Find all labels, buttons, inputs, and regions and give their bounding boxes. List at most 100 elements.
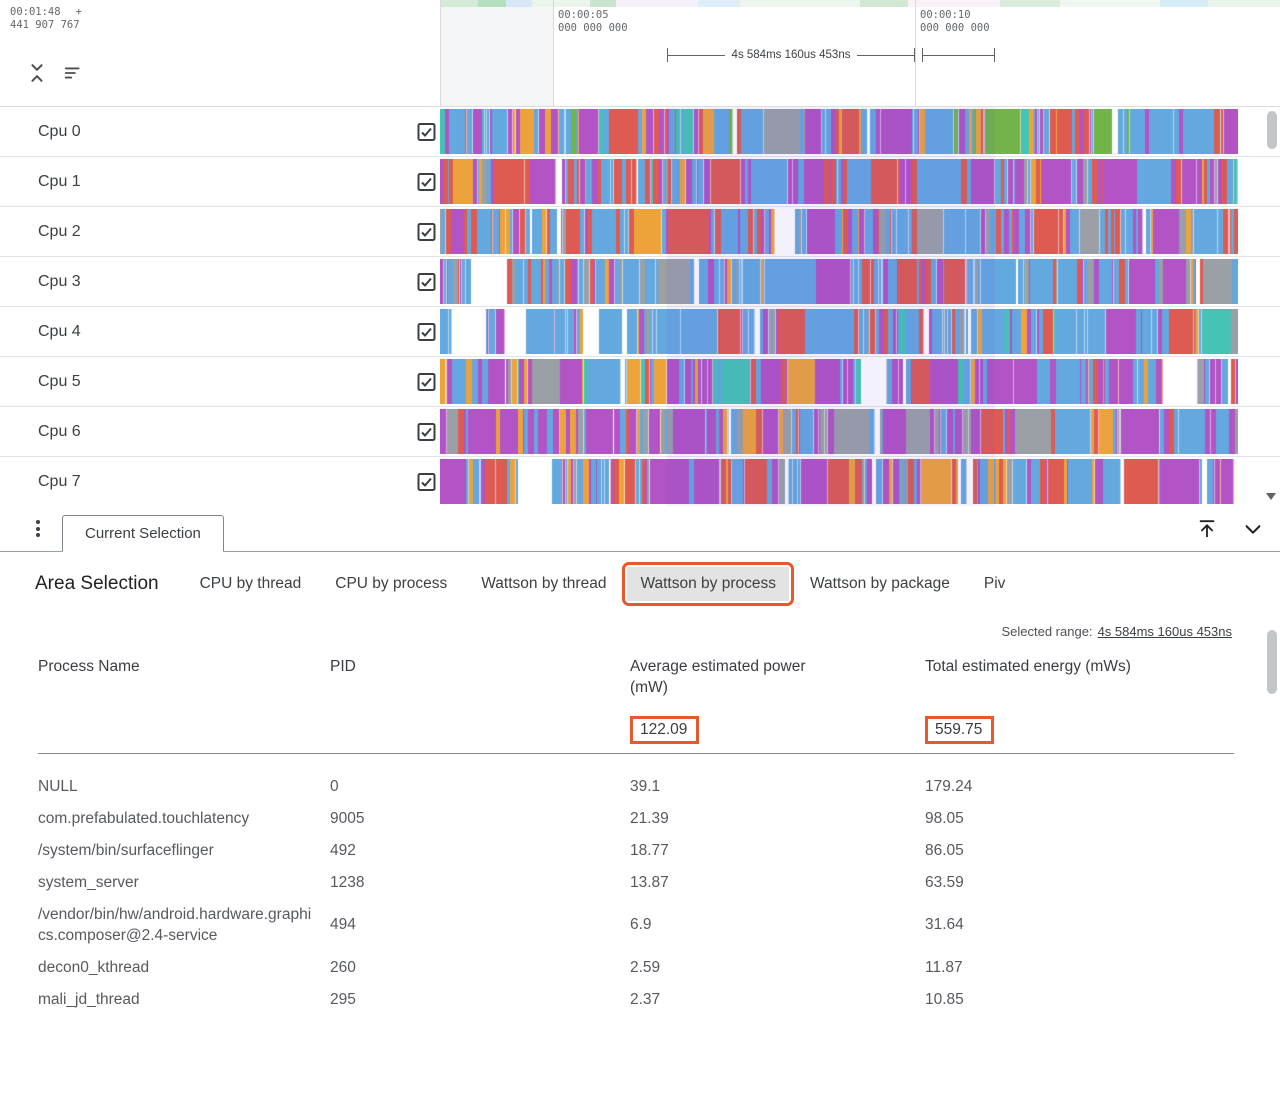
tab-piv[interactable]: Piv xyxy=(983,575,1006,592)
track-timeline-canvas[interactable] xyxy=(440,409,1238,454)
table-scrollbar-thumb[interactable] xyxy=(1267,630,1277,694)
panel-menu-icon[interactable] xyxy=(36,518,40,540)
track-timeline-canvas[interactable] xyxy=(440,309,1238,354)
avg-power-cell: 21.39 xyxy=(630,809,669,827)
track-timeline-canvas[interactable] xyxy=(440,109,1238,154)
total-energy-value: 559.75 xyxy=(925,716,995,744)
pid-cell: 9005 xyxy=(330,809,365,827)
tab-cpu-by-thread[interactable]: CPU by thread xyxy=(199,575,302,592)
tracks-scrollbar-thumb[interactable] xyxy=(1267,111,1277,149)
process-name-cell: mali_jd_thread xyxy=(38,990,140,1008)
track-name-label: Cpu 5 xyxy=(38,372,81,390)
track-checkbox-icon[interactable] xyxy=(417,172,436,191)
track-checkbox-icon[interactable] xyxy=(417,272,436,291)
table-row[interactable]: mali_jd_thread 295 2.37 10.85 xyxy=(38,983,1234,1015)
ruler-tick-label: 00:00:05 000 000 000 xyxy=(558,9,628,34)
table-row[interactable]: system_server 1238 13.87 63.59 xyxy=(38,866,1234,898)
process-name-cell: decon0_kthread xyxy=(38,958,150,976)
collapse-tracks-icon[interactable] xyxy=(26,62,48,84)
track-row-cpu-5: Cpu 5 xyxy=(0,357,1280,407)
track-timeline-canvas[interactable] xyxy=(440,259,1238,304)
track-row-cpu-2: Cpu 2 xyxy=(0,207,1280,257)
track-row-cpu-4: Cpu 4 xyxy=(0,307,1280,357)
track-name-label: Cpu 3 xyxy=(38,272,81,290)
viewport-timestamp: 00:01:48 + 441 907 767 xyxy=(10,6,82,31)
track-checkbox-icon[interactable] xyxy=(417,222,436,241)
avg-power-cell: 6.9 xyxy=(630,916,652,933)
track-timeline-canvas[interactable] xyxy=(440,159,1238,204)
sort-tracks-icon[interactable] xyxy=(63,62,85,84)
col-header-pid: PID xyxy=(330,658,356,675)
pid-cell: 295 xyxy=(330,990,356,1008)
pid-cell: 492 xyxy=(330,841,356,859)
process-name-cell: /vendor/bin/hw/android.hardware.graphics… xyxy=(38,905,312,944)
collapse-panel-icon[interactable] xyxy=(1242,518,1264,540)
total-energy-cell: 86.05 xyxy=(925,841,964,859)
tab-wattson-by-process[interactable]: Wattson by process xyxy=(622,562,794,606)
selection-duration-label: 4s 584ms 160us 453ns xyxy=(731,49,851,61)
table-header-row: Process Name PID Average estimated power… xyxy=(38,656,1234,698)
track-checkbox-icon[interactable] xyxy=(417,422,436,441)
track-row-cpu-0: Cpu 0 xyxy=(0,107,1280,157)
track-name-label: Cpu 7 xyxy=(38,472,81,490)
track-name-label: Cpu 2 xyxy=(38,222,81,240)
table-totals-row: 122.09 559.75 xyxy=(38,716,1234,744)
avg-power-cell: 39.1 xyxy=(630,777,661,795)
table-row[interactable]: decon0_kthread 260 2.59 11.87 xyxy=(38,951,1234,983)
scroll-down-arrow-icon[interactable] xyxy=(1266,493,1276,500)
avg-power-cell: 2.59 xyxy=(630,958,661,976)
ruler-tick-label: 00:00:10 000 000 000 xyxy=(920,9,990,34)
total-energy-cell: 98.05 xyxy=(925,809,964,827)
track-checkbox-icon[interactable] xyxy=(417,372,436,391)
pid-cell: 0 xyxy=(330,777,339,795)
ruler-gridline xyxy=(440,0,441,106)
track-checkbox-icon[interactable] xyxy=(417,122,436,141)
track-timeline-canvas[interactable] xyxy=(440,209,1238,254)
track-checkbox-icon[interactable] xyxy=(417,322,436,341)
track-row-cpu-1: Cpu 1 xyxy=(0,157,1280,207)
ruler-shaded-band xyxy=(441,7,553,106)
selected-range: Selected range: 4s 584ms 160us 453ns xyxy=(1001,624,1232,639)
tab-current-selection[interactable]: Current Selection xyxy=(62,515,224,552)
total-energy-cell: 11.87 xyxy=(925,958,963,976)
col-header-avg-power: Average estimated power (mW) xyxy=(630,658,806,696)
table-row[interactable]: NULL 0 39.1 179.24 xyxy=(38,770,1234,802)
detail-tab-bar: Area Selection CPU by thread CPU by proc… xyxy=(0,552,1280,616)
process-name-cell: NULL xyxy=(38,777,78,795)
track-toolbar xyxy=(26,62,85,84)
col-header-process-name: Process Name xyxy=(38,658,140,675)
panel-controls xyxy=(1196,518,1264,540)
ruler-gridline xyxy=(553,0,554,106)
tab-wattson-by-thread[interactable]: Wattson by thread xyxy=(481,575,607,592)
selected-range-link[interactable]: 4s 584ms 160us 453ns xyxy=(1097,624,1232,639)
track-row-cpu-6: Cpu 6 xyxy=(0,407,1280,457)
track-name-label: Cpu 1 xyxy=(38,172,81,190)
table-row[interactable]: /vendor/bin/hw/android.hardware.graphics… xyxy=(38,898,1234,951)
track-row-cpu-3: Cpu 3 xyxy=(0,257,1280,307)
pid-cell: 1238 xyxy=(330,873,365,891)
bottom-panel-strip: Current Selection xyxy=(0,506,1280,552)
table-body: NULL 0 39.1 179.24 com.prefabulated.touc… xyxy=(38,770,1234,1015)
wattson-process-table: Selected range: 4s 584ms 160us 453ns Proc… xyxy=(0,616,1280,1116)
track-timeline-canvas[interactable] xyxy=(440,459,1238,504)
total-energy-cell: 63.59 xyxy=(925,873,964,891)
track-name-label: Cpu 0 xyxy=(38,122,81,140)
expand-panel-icon[interactable] xyxy=(1196,518,1218,540)
track-name-label: Cpu 4 xyxy=(38,322,81,340)
process-name-cell: system_server xyxy=(38,873,139,891)
tab-wattson-by-package[interactable]: Wattson by package xyxy=(810,575,950,592)
avg-power-cell: 18.77 xyxy=(630,841,669,859)
table-divider xyxy=(38,753,1234,754)
process-name-cell: /system/bin/surfaceflinger xyxy=(38,841,214,859)
timeline-overview-minimap[interactable] xyxy=(440,0,1280,7)
ruler-gridline xyxy=(915,0,916,106)
table-row[interactable]: /system/bin/surfaceflinger 492 18.77 86.… xyxy=(38,834,1234,866)
table-row[interactable]: com.prefabulated.touchlatency 9005 21.39… xyxy=(38,802,1234,834)
total-energy-cell: 179.24 xyxy=(925,777,973,795)
tab-cpu-by-process[interactable]: CPU by process xyxy=(335,575,448,592)
track-name-label: Cpu 6 xyxy=(38,422,81,440)
scale-bracket xyxy=(922,48,995,62)
track-timeline-canvas[interactable] xyxy=(440,359,1238,404)
track-checkbox-icon[interactable] xyxy=(417,472,436,491)
